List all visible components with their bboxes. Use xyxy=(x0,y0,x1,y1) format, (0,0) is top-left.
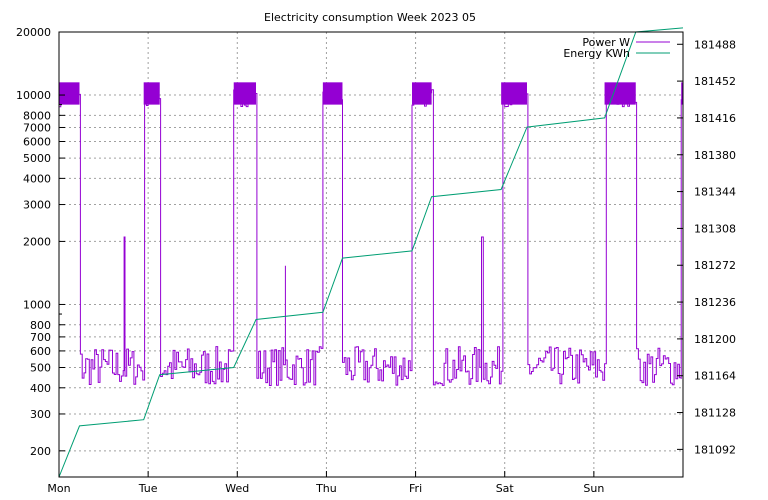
y-tick-label: 3000 xyxy=(23,199,51,212)
power-high-block xyxy=(322,82,343,105)
y2-tick-label: 181236 xyxy=(694,296,736,309)
x-tick-label: Sat xyxy=(496,482,515,495)
y2-tick-label: 181380 xyxy=(694,149,736,162)
x-tick-label: Mon xyxy=(47,482,70,495)
y-tick-label: 8000 xyxy=(23,109,51,122)
power-high-block xyxy=(681,82,684,105)
y2-tick-label: 181416 xyxy=(694,112,736,125)
chart-title: Electricity consumption Week 2023 05 xyxy=(264,11,476,24)
power-high-block xyxy=(233,82,257,105)
x-tick-label: Tue xyxy=(138,482,158,495)
legend-label: Energy KWh xyxy=(563,47,630,60)
y2-tick-label: 181272 xyxy=(694,259,736,272)
y-tick-label: 800 xyxy=(30,319,51,332)
y-tick-label: 500 xyxy=(30,361,51,374)
y-tick-label: 7000 xyxy=(23,121,51,134)
power-high-block xyxy=(604,82,636,105)
y-tick-label: 4000 xyxy=(23,172,51,185)
power-high-block xyxy=(143,82,160,105)
y-tick-label: 400 xyxy=(30,382,51,395)
y-tick-label: 5000 xyxy=(23,152,51,165)
power-high-block xyxy=(59,82,80,105)
power-high-block xyxy=(412,82,432,105)
x-tick-label: Wed xyxy=(225,482,249,495)
power-series xyxy=(59,82,684,386)
y-tick-label: 6000 xyxy=(23,136,51,149)
y2-tick-label: 181308 xyxy=(694,222,736,235)
y2-tick-label: 181092 xyxy=(694,443,736,456)
y-tick-label: 1000 xyxy=(23,298,51,311)
y-tick-label: 700 xyxy=(30,331,51,344)
energy-series xyxy=(58,27,684,478)
energy-line xyxy=(58,27,684,478)
y2-tick-label: 181200 xyxy=(694,333,736,346)
y-tick-label: 20000 xyxy=(16,26,51,39)
x-tick-label: Thu xyxy=(315,482,337,495)
x-tick-label: Sun xyxy=(583,482,604,495)
y-tick-label: 2000 xyxy=(23,235,51,248)
y-tick-label: 600 xyxy=(30,345,51,358)
y2-tick-label: 181128 xyxy=(694,407,736,420)
y2-tick-label: 181488 xyxy=(694,38,736,51)
power-high-block xyxy=(501,82,527,105)
x-tick-label: Fri xyxy=(409,482,422,495)
y2-tick-label: 181344 xyxy=(694,186,736,199)
power-line xyxy=(59,88,684,386)
y-tick-label: 300 xyxy=(30,408,51,421)
y-tick-label: 200 xyxy=(30,445,51,458)
plot-border xyxy=(58,31,684,478)
y2-tick-label: 181164 xyxy=(694,370,736,383)
y-tick-label: 10000 xyxy=(16,89,51,102)
legend-label: Power W xyxy=(582,36,630,49)
y2-tick-label: 181452 xyxy=(694,75,736,88)
